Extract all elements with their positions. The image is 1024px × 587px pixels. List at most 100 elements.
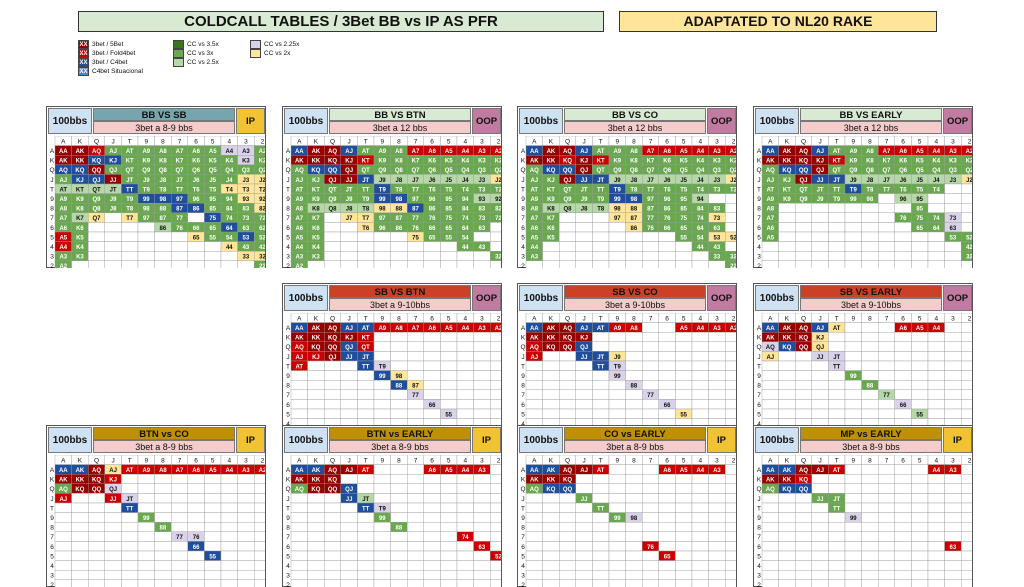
hand-cell-J8o (104, 521, 122, 532)
hand-cell-83s (708, 379, 726, 390)
hand-cell-73s (944, 531, 962, 542)
hand-cell-K9s (608, 332, 626, 343)
hand-cell-ATo (761, 360, 779, 371)
hand-cell-T5o (592, 231, 610, 242)
hand-cell-93o (137, 569, 155, 580)
hand-cell-Q2s (489, 483, 501, 494)
col-header-label: J (818, 315, 821, 322)
hand-cell-A8o (761, 521, 779, 532)
hand-label-JTs: JT (597, 178, 604, 184)
hand-label-84s: 84 (697, 207, 704, 213)
hand-cell-53o (204, 569, 222, 580)
hand-cell-Q6o (88, 541, 106, 552)
hand-cell-Q4s (456, 483, 474, 494)
hand-label-K7o: K7 (312, 216, 320, 222)
hand-label-KJo: KJ (312, 178, 320, 184)
col-header-label: 3 (951, 315, 955, 322)
hand-cell-52o (440, 260, 458, 268)
hand-label-J8o: J8 (110, 207, 117, 213)
hand-label-T3s: T3 (713, 187, 721, 193)
row-header-label: K (521, 477, 526, 484)
hand-label-K5s: K5 (680, 159, 688, 165)
hand-cell-32s (489, 569, 501, 580)
hand-cell-76o (170, 541, 188, 552)
hand-cell-J5s (440, 493, 458, 504)
position-badge: OOP (472, 285, 501, 311)
hand-label-J5s: J5 (680, 178, 687, 184)
hand-cell-64s (691, 541, 709, 552)
hand-cell-Q9s (137, 483, 155, 494)
hand-cell-T4s (220, 502, 238, 513)
col-header-label: 7 (649, 138, 653, 145)
hand-cell-94o (608, 241, 626, 252)
panel-title: BB VS CO (564, 108, 706, 121)
hand-cell-J5s (440, 351, 458, 362)
hand-label-K8s: K8 (159, 159, 167, 165)
hand-cell-J8s (154, 493, 172, 504)
hand-cell-T3o (121, 250, 139, 261)
panel-subtitle: 3bet a 9-10bbs (800, 298, 942, 311)
hand-cell-KTs (828, 332, 846, 343)
hand-cell-43o (927, 250, 945, 261)
hand-label-76o: 76 (176, 226, 183, 232)
hand-cell-64s (220, 541, 238, 552)
hand-cell-33 (708, 569, 726, 580)
hand-cell-T7o (828, 212, 846, 223)
hand-cell-K2s (724, 474, 736, 485)
hand-cell-86s (658, 379, 676, 390)
col-header-label: 7 (178, 457, 182, 464)
hand-label-75s: 75 (445, 216, 452, 222)
row-header-label: K (286, 477, 291, 484)
hand-cell-75s (204, 531, 222, 542)
hand-label-K6o: K6 (547, 226, 555, 232)
col-header-label: 3 (715, 315, 719, 322)
hand-label-T9s: T9 (379, 364, 387, 370)
hand-cell-T6s (658, 502, 676, 513)
hand-cell-J2s (489, 493, 501, 504)
row-header-label: J (757, 177, 760, 184)
row-header-label: Q (285, 167, 290, 174)
hand-label-65s: 65 (445, 226, 452, 232)
hand-label-77: 77 (647, 216, 654, 222)
row-header-label: Q (756, 344, 761, 351)
hand-cell-K4s (927, 474, 945, 485)
hand-cell-75o (406, 550, 424, 561)
hand-label-54s: 54 (697, 235, 704, 241)
hand-cell-62s (489, 541, 501, 552)
hand-cell-53o (440, 569, 458, 580)
hand-cell-K7o (778, 389, 796, 400)
hand-cell-T9s (844, 360, 862, 371)
hand-cell-54o (675, 241, 693, 252)
col-header-label: K (314, 138, 319, 145)
hand-cell-A2s (960, 464, 972, 475)
hand-label-ATs: AT (833, 326, 841, 332)
hand-cell-T9o (828, 370, 846, 381)
hand-label-A7s: A7 (647, 149, 655, 155)
hand-cell-43o (691, 250, 709, 261)
hand-cell-Q7o (88, 531, 106, 542)
hand-cell-Q4o (324, 560, 342, 571)
hand-label-99: 99 (850, 197, 857, 203)
col-header-label: 4 (698, 457, 702, 464)
hand-cell-64s (456, 541, 474, 552)
hand-cell-Q4o (324, 241, 342, 252)
hand-cell-T7o (828, 531, 846, 542)
hand-cell-Q6s (894, 483, 912, 494)
hand-label-A2s: A2 (966, 149, 972, 155)
hand-cell-93o (608, 569, 626, 580)
hand-label-AKo: AK (766, 159, 775, 165)
hand-cell-83o (154, 250, 172, 261)
hand-cell-Q6o (795, 541, 813, 552)
hand-label-AQs: AQ (92, 468, 101, 474)
col-header-label: A (297, 315, 302, 322)
hand-label-K5s: K5 (445, 159, 453, 165)
hand-cell-97s (877, 370, 895, 381)
row-header-label: 7 (757, 392, 761, 399)
range-panel: 100bbs SB VS BTN 3bet a 9-10bbs OOP A K Q J T 9 8 7… (282, 283, 502, 445)
hand-cell-J4o (575, 560, 593, 571)
hand-label-Q9s: Q9 (849, 168, 858, 174)
col-header-label: 2 (261, 457, 265, 464)
hand-label-AQo: AQ (59, 487, 68, 493)
hand-cell-K2o (542, 260, 560, 268)
col-header-label: 6 (665, 457, 669, 464)
